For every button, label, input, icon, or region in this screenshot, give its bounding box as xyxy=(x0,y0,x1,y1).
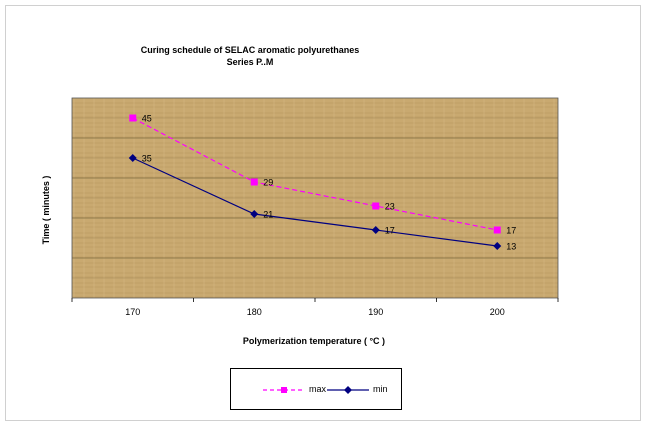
legend-label-max: max xyxy=(309,384,327,394)
series-line-max xyxy=(132,117,498,231)
legend: max min xyxy=(230,368,402,410)
y-axis-label: Time ( minutes ) xyxy=(41,175,51,245)
x-tick-label: 180 xyxy=(247,307,262,317)
x-tick-label: 190 xyxy=(368,307,383,317)
legend-marker-max xyxy=(263,387,305,393)
legend-marker-min xyxy=(327,386,369,394)
data-point-min xyxy=(250,210,259,218)
data-point-max xyxy=(250,178,258,186)
data-label-min: 17 xyxy=(385,226,395,236)
x-tick-label: 200 xyxy=(490,307,505,317)
series-line-min xyxy=(132,157,498,247)
data-label-min: 13 xyxy=(506,242,516,252)
chart-title: Curing schedule of SELAC aromatic polyur… xyxy=(140,45,360,55)
data-label-min: 35 xyxy=(142,154,152,164)
data-point-min xyxy=(371,226,380,234)
legend-label-min: min xyxy=(373,384,388,394)
data-label-max: 23 xyxy=(385,202,395,212)
data-point-max xyxy=(129,114,137,122)
data-label-max: 45 xyxy=(142,114,152,124)
data-point-min xyxy=(493,242,502,250)
data-label-min: 21 xyxy=(263,210,273,220)
data-point-min xyxy=(128,154,137,162)
chart-subtitle: Series P..M xyxy=(226,57,274,67)
x-axis-label: Polymerization temperature ( °C ) xyxy=(242,336,386,346)
data-label-max: 17 xyxy=(506,226,516,236)
data-point-max xyxy=(493,226,501,234)
data-point-max xyxy=(372,202,380,210)
x-tick-label: 170 xyxy=(125,307,140,317)
data-label-max: 29 xyxy=(263,178,273,188)
